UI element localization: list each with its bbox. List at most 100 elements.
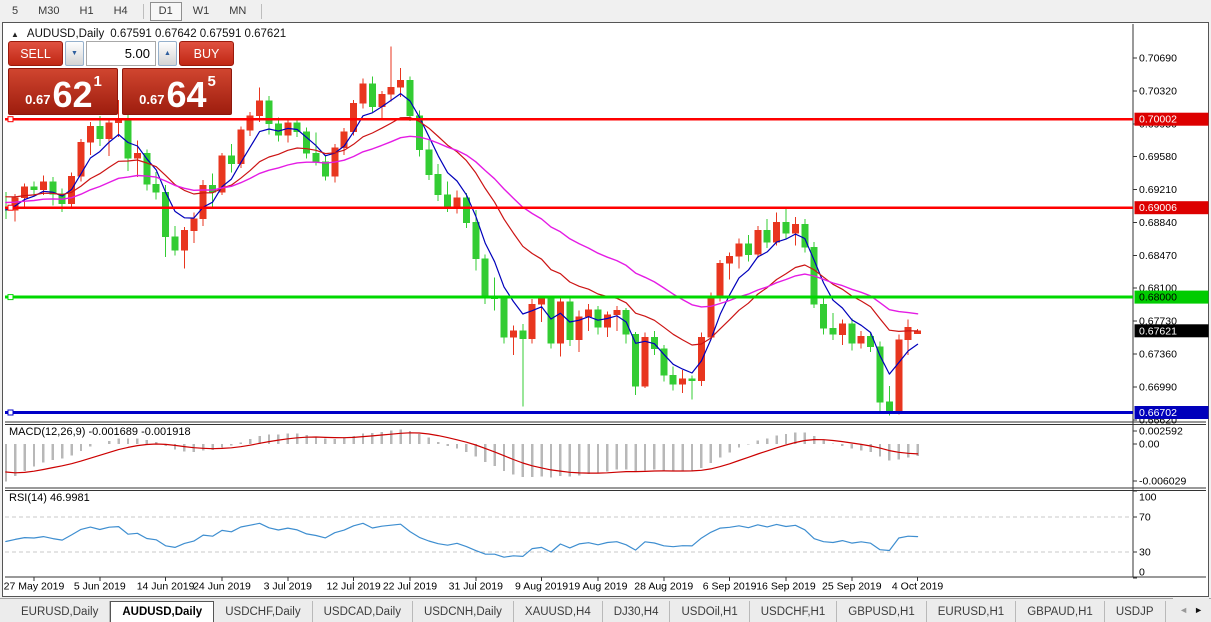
tab-scroll-right-icon[interactable]: ► bbox=[1194, 605, 1203, 615]
macd-label: MACD(12,26,9) -0.001689 -0.001918 bbox=[9, 426, 191, 438]
chart-ohlc-values: 0.67591 0.67642 0.67591 0.67621 bbox=[110, 28, 287, 40]
chart-tab-usdcad-daily[interactable]: USDCAD,Daily bbox=[313, 601, 413, 622]
rsi-name: RSI(14) bbox=[9, 492, 47, 504]
buy-price-panel[interactable]: 0.67 64 5 bbox=[122, 68, 232, 115]
rsi-axis: 100 70 30 0 bbox=[1133, 490, 1157, 579]
chart-tab-usdchf-daily[interactable]: USDCHF,Daily bbox=[214, 601, 313, 622]
chart-tab-bar: EURUSD,Daily AUDUSD,Daily USDCHF,Daily USDC… bbox=[0, 598, 1211, 622]
svg-text:9 Aug 2019: 9 Aug 2019 bbox=[515, 581, 568, 593]
chart-tab-xauusd-h4[interactable]: XAUUSD,H4 bbox=[514, 601, 603, 622]
svg-text:0.70690: 0.70690 bbox=[1139, 53, 1177, 65]
svg-text:31 Jul 2019: 31 Jul 2019 bbox=[449, 581, 503, 593]
chart-window bbox=[2, 22, 1209, 597]
svg-text:12 Jul 2019: 12 Jul 2019 bbox=[326, 581, 380, 593]
svg-text:5 Jun 2019: 5 Jun 2019 bbox=[74, 581, 126, 593]
macd-name: MACD(12,26,9) bbox=[9, 426, 86, 438]
svg-text:0.69210: 0.69210 bbox=[1139, 184, 1177, 196]
chart-tab-gbpaud-h1[interactable]: GBPAUD,H1 bbox=[1016, 601, 1105, 622]
svg-text:100: 100 bbox=[1139, 492, 1157, 504]
trade-controls-row: SELL ▼ ▲ BUY bbox=[8, 41, 234, 66]
svg-text:0.66990: 0.66990 bbox=[1139, 381, 1177, 393]
toolbar-divider bbox=[261, 3, 263, 19]
sell-price-panel[interactable]: 0.67 62 1 bbox=[8, 68, 118, 115]
timeframe-button-5[interactable]: 5 bbox=[12, 4, 19, 17]
line-handle-icon[interactable] bbox=[7, 409, 14, 416]
svg-text:14 Jun 2019: 14 Jun 2019 bbox=[137, 581, 195, 593]
volume-increase-icon[interactable]: ▲ bbox=[158, 41, 177, 66]
price-axis: 0.706900.703200.699500.695800.692100.688… bbox=[1133, 53, 1209, 426]
svg-text:22 Jul 2019: 22 Jul 2019 bbox=[383, 581, 437, 593]
rsi-label: RSI(14) 46.9981 bbox=[9, 492, 90, 504]
buy-price-big: 64 bbox=[166, 74, 207, 116]
toolbar-divider bbox=[142, 3, 144, 19]
svg-text:30: 30 bbox=[1139, 546, 1151, 558]
svg-text:0.68000: 0.68000 bbox=[1139, 292, 1177, 304]
price-tag: 0.67621 bbox=[1134, 324, 1209, 338]
trade-prices-row: 0.67 62 1 0.67 64 5 bbox=[8, 68, 232, 115]
line-handle-icon[interactable] bbox=[7, 116, 14, 123]
sell-button[interactable]: SELL bbox=[8, 41, 63, 66]
chart-tab-audusd-daily[interactable]: AUDUSD,Daily bbox=[110, 601, 215, 622]
chart-tab-usdoil-h1[interactable]: USDOil,H1 bbox=[670, 601, 750, 622]
svg-text:0.69006: 0.69006 bbox=[1139, 202, 1177, 214]
volume-input[interactable] bbox=[86, 41, 156, 66]
chart-title: ▲ AUDUSD,Daily 0.67591 0.67642 0.67591 0… bbox=[11, 28, 286, 40]
price-tag: 0.69006 bbox=[1134, 201, 1209, 215]
svg-text:0: 0 bbox=[1139, 567, 1145, 579]
svg-text:19 Aug 2019: 19 Aug 2019 bbox=[569, 581, 628, 593]
svg-text:25 Sep 2019: 25 Sep 2019 bbox=[822, 581, 882, 593]
svg-text:0.002592: 0.002592 bbox=[1139, 426, 1183, 438]
sell-price-sup: 1 bbox=[93, 73, 102, 90]
svg-text:24 Jun 2019: 24 Jun 2019 bbox=[193, 581, 251, 593]
chart-tab-usdjp[interactable]: USDJP bbox=[1105, 601, 1166, 622]
chart-tab-dj30-h4[interactable]: DJ30,H4 bbox=[603, 601, 671, 622]
line-handle-icon[interactable] bbox=[7, 294, 14, 301]
svg-text:0.69580: 0.69580 bbox=[1139, 151, 1177, 163]
timeframe-button-w1[interactable]: W1 bbox=[192, 4, 210, 17]
macd-layer bbox=[5, 429, 919, 482]
timeframe-toolbar: 5 M30 H1 H4 D1 W1 MN bbox=[0, 0, 1211, 22]
chart-tab-usdcnh-daily[interactable]: USDCNH,Daily bbox=[413, 601, 514, 622]
chart-tab-usdchf-h1[interactable]: USDCHF,H1 bbox=[750, 601, 838, 622]
timeframe-button-d1[interactable]: D1 bbox=[149, 1, 182, 21]
svg-text:0.70320: 0.70320 bbox=[1139, 85, 1177, 97]
timeframe-button-h1[interactable]: H1 bbox=[79, 4, 94, 17]
volume-decrease-icon[interactable]: ▼ bbox=[65, 41, 84, 66]
one-click-collapse-icon[interactable]: ▲ bbox=[11, 29, 19, 39]
buy-button[interactable]: BUY bbox=[179, 41, 234, 66]
chart-tab-eurusd-h1[interactable]: EURUSD,H1 bbox=[927, 601, 1017, 622]
buy-price-prefix: 0.67 bbox=[139, 92, 165, 107]
macd-values: -0.001689 -0.001918 bbox=[88, 426, 191, 438]
svg-text:0.68470: 0.68470 bbox=[1139, 250, 1177, 262]
chart-tab-gbpusd-h1[interactable]: GBPUSD,H1 bbox=[837, 601, 927, 622]
horizontal-lines-layer bbox=[5, 116, 1133, 416]
line-handle-icon[interactable] bbox=[7, 204, 14, 211]
svg-text:6 Sep 2019: 6 Sep 2019 bbox=[703, 581, 757, 593]
rsi-layer bbox=[5, 516, 1133, 558]
buy-price-sup: 5 bbox=[207, 73, 216, 90]
tab-nav: ◄ ► bbox=[1173, 598, 1209, 622]
timeframe-button-h4[interactable]: H4 bbox=[113, 4, 128, 17]
svg-text:3 Jul 2019: 3 Jul 2019 bbox=[264, 581, 313, 593]
chart-tab-eurusd-daily[interactable]: EURUSD,Daily bbox=[10, 601, 111, 622]
timeframe-button-m30[interactable]: M30 bbox=[38, 4, 60, 17]
tab-scroll-left-icon[interactable]: ◄ bbox=[1179, 605, 1189, 615]
svg-text:16 Sep 2019: 16 Sep 2019 bbox=[756, 581, 816, 593]
sell-price-big: 62 bbox=[52, 74, 93, 116]
svg-text:0.70002: 0.70002 bbox=[1139, 114, 1177, 126]
rsi-value: 46.9981 bbox=[49, 492, 90, 504]
svg-text:70: 70 bbox=[1139, 512, 1151, 524]
svg-text:27 May 2019: 27 May 2019 bbox=[4, 581, 65, 593]
svg-text:0.66702: 0.66702 bbox=[1139, 407, 1177, 419]
timeframe-button-mn[interactable]: MN bbox=[229, 4, 247, 17]
svg-text:0.68840: 0.68840 bbox=[1139, 217, 1177, 229]
moving-averages-layer bbox=[5, 92, 919, 375]
svg-text:4 Oct 2019: 4 Oct 2019 bbox=[892, 581, 944, 593]
svg-text:0.00: 0.00 bbox=[1139, 439, 1160, 451]
price-tag: 0.70002 bbox=[1134, 112, 1209, 126]
price-tag: 0.68000 bbox=[1134, 290, 1209, 304]
